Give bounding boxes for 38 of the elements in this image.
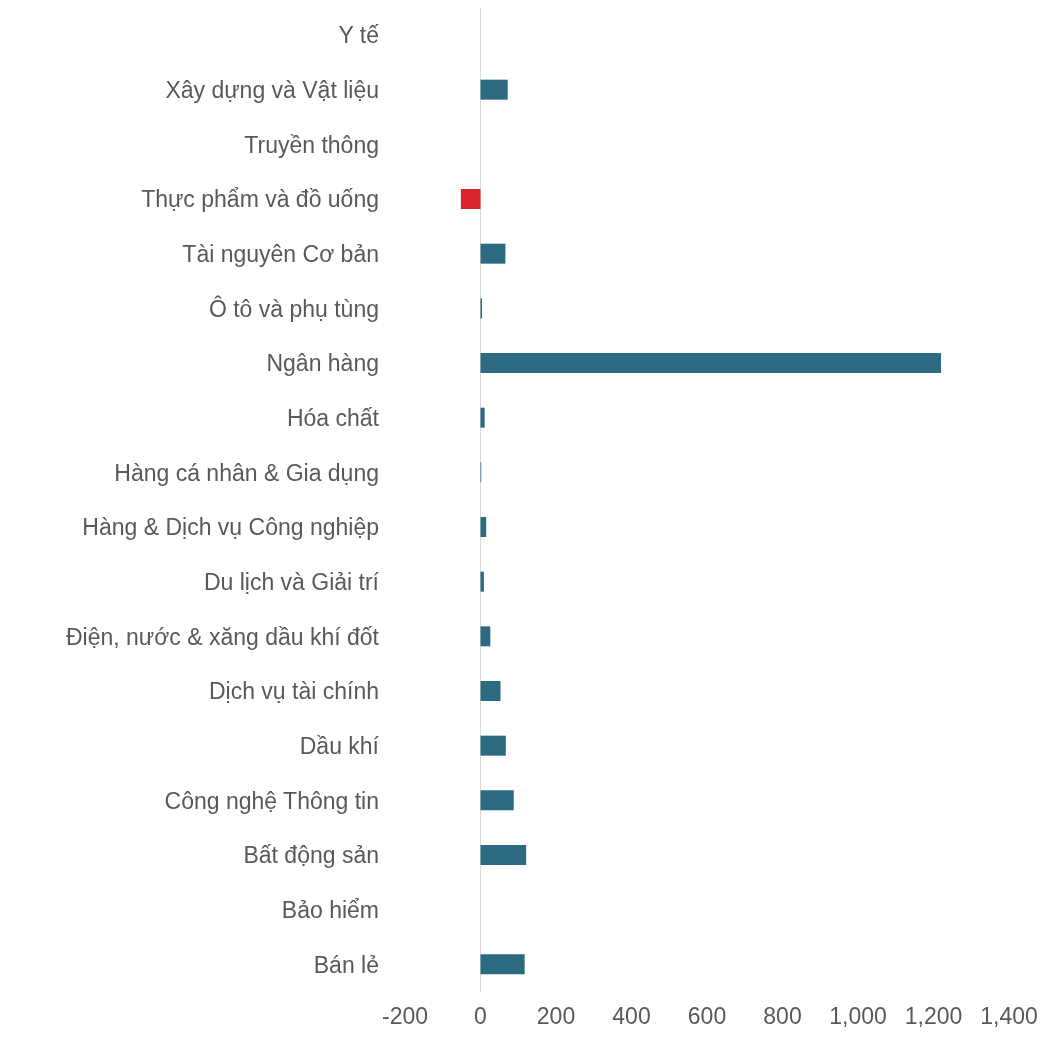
x-tick-label: 800	[763, 1003, 802, 1030]
bar	[480, 407, 485, 428]
y-tick-label: Bán lẻ	[313, 951, 379, 978]
y-tick-label: Y tế	[338, 22, 380, 49]
y-tick-label: Bảo hiểm	[281, 897, 379, 924]
y-tick-label: Truyền thông	[244, 131, 379, 158]
y-tick-label: Hóa chất	[286, 405, 380, 432]
bar	[480, 681, 501, 701]
bar	[480, 353, 942, 373]
y-tick-label: Xây dựng và Vật liệu	[165, 77, 379, 104]
x-tick-label: -200	[381, 1003, 429, 1030]
x-tick-label: 1,000	[829, 1003, 887, 1030]
x-tick-label: 1,400	[980, 1003, 1038, 1030]
y-tick-label: Hàng & Dịch vụ Công nghiệp	[82, 514, 379, 541]
y-tick-label: Bất động sản	[243, 842, 379, 869]
bar	[480, 954, 525, 975]
x-tick-label: 200	[536, 1003, 576, 1030]
bar	[480, 845, 527, 865]
x-tick-label: 1,200	[904, 1003, 963, 1030]
bar	[480, 79, 508, 100]
bar	[480, 735, 506, 756]
y-tick-label: Hàng cá nhân & Gia dụng	[114, 459, 379, 486]
bar	[480, 243, 506, 264]
bar	[480, 626, 491, 647]
y-tick-label: Dầu khí	[299, 733, 380, 760]
y-tick-label: Tài nguyên Cơ bản	[182, 241, 379, 268]
bar	[480, 790, 514, 811]
x-tick-label: 600	[687, 1003, 727, 1030]
x-tick-label: 400	[612, 1003, 651, 1030]
y-tick-label: Công nghệ Thông tin	[164, 787, 379, 814]
y-tick-label: Điện, nước & xăng dầu khí đốt	[65, 623, 380, 650]
bar	[460, 189, 481, 209]
y-tick-label: Ô tô và phụ tùng	[208, 294, 379, 322]
y-tick-label: Ngân hàng	[266, 350, 379, 377]
y-tick-label: Dịch vụ tài chính	[208, 678, 379, 705]
x-tick-label: 0	[474, 1003, 487, 1030]
y-tick-label: Du lịch và Giải trí	[203, 569, 380, 596]
y-tick-label: Thực phẩm và đồ uống	[141, 186, 379, 213]
